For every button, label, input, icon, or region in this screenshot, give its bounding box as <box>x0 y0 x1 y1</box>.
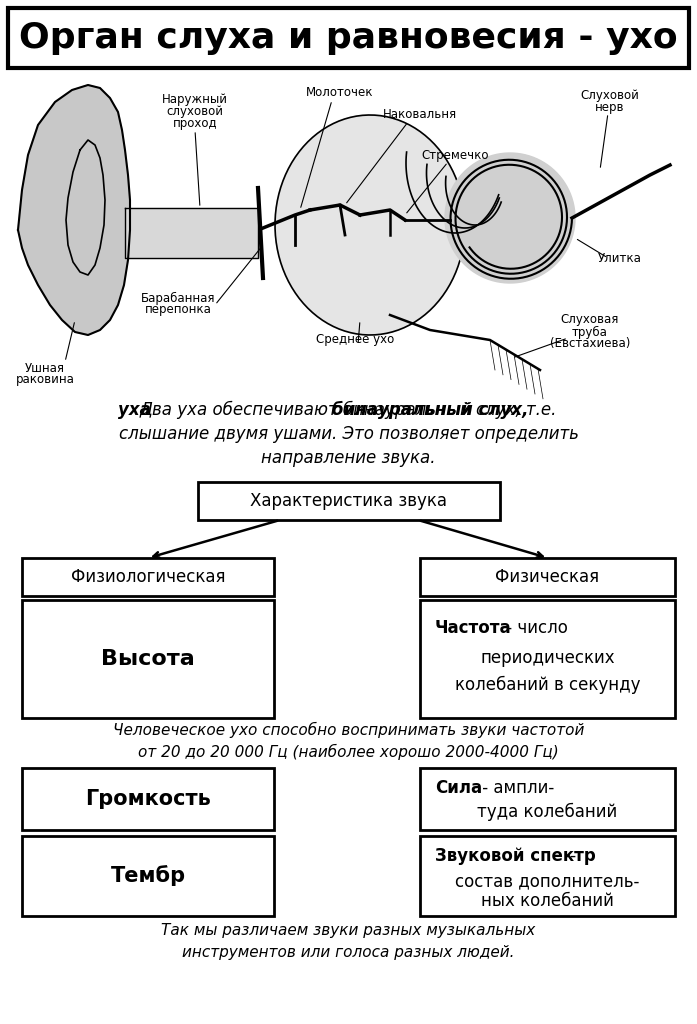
Text: Наружный: Наружный <box>162 93 228 106</box>
Text: состав дополнитель-: состав дополнитель- <box>455 872 640 890</box>
Text: туда колебаний: туда колебаний <box>477 803 618 821</box>
Text: -: - <box>565 847 576 865</box>
Text: Среднее ухо: Среднее ухо <box>316 334 394 346</box>
Polygon shape <box>445 153 575 283</box>
Text: слуховой: слуховой <box>167 105 224 119</box>
Bar <box>22 768 274 830</box>
Text: Тембр: Тембр <box>110 865 185 887</box>
Text: от 20 до 20 000 Гц (наиболее хорошо 2000-4000 Гц): от 20 до 20 000 Гц (наиболее хорошо 2000… <box>138 743 559 760</box>
Text: Орган слуха и равновесия - ухо: Орган слуха и равновесия - ухо <box>20 22 677 55</box>
Bar <box>8 8 689 68</box>
Bar <box>420 600 675 718</box>
Text: Сила: Сила <box>435 779 482 797</box>
Text: Человеческое ухо способно воспринимать звуки частотой: Человеческое ухо способно воспринимать з… <box>113 722 584 738</box>
Polygon shape <box>125 208 258 258</box>
Text: периодических: периодических <box>480 649 615 667</box>
Text: Физическая: Физическая <box>496 568 599 586</box>
Text: слышание двумя ушами. Это позволяет определить: слышание двумя ушами. Это позволяет опре… <box>118 425 579 443</box>
Bar <box>22 600 274 718</box>
Text: раковина: раковина <box>15 374 75 386</box>
Polygon shape <box>275 115 465 335</box>
Text: направление звука.: направление звука. <box>261 449 436 467</box>
Text: Стремечко: Стремечко <box>421 148 489 162</box>
Text: уха: уха <box>118 401 151 419</box>
Text: Характеристика звука: Характеристика звука <box>250 492 447 510</box>
Text: Физиологическая: Физиологическая <box>71 568 225 586</box>
Bar <box>420 768 675 830</box>
Text: колебаний в секунду: колебаний в секунду <box>454 676 641 694</box>
Text: труба: труба <box>572 326 608 339</box>
Bar <box>420 836 675 916</box>
Text: Слуховой: Слуховой <box>581 88 639 101</box>
Text: Высота: Высота <box>101 649 195 669</box>
Text: Так мы различаем звуки разных музыкальных: Так мы различаем звуки разных музыкальны… <box>162 923 535 938</box>
Text: бинауральный слух,: бинауральный слух, <box>332 401 528 419</box>
Text: нерв: нерв <box>595 100 625 114</box>
Text: (Евстахиева): (Евстахиева) <box>550 338 630 350</box>
Text: Барабанная: Барабанная <box>141 292 215 304</box>
Text: Наковальня: Наковальня <box>383 109 457 122</box>
Text: Улитка: Улитка <box>598 252 642 264</box>
Bar <box>22 836 274 916</box>
Text: Частота: Частота <box>435 618 512 637</box>
Bar <box>198 482 500 520</box>
Text: - ампли-: - ампли- <box>477 779 554 797</box>
Text: проход: проход <box>173 118 217 130</box>
Text: Ушная: Ушная <box>25 361 65 375</box>
Text: - число: - число <box>501 618 568 637</box>
Bar <box>22 558 274 596</box>
Text: инструментов или голоса разных людей.: инструментов или голоса разных людей. <box>182 944 515 959</box>
Text: ных колебаний: ных колебаний <box>481 892 614 910</box>
Bar <box>420 558 675 596</box>
Text: перепонка: перепонка <box>144 303 211 316</box>
Text: Слуховая: Слуховая <box>561 313 619 327</box>
Text: Звуковой спектр: Звуковой спектр <box>435 847 596 865</box>
Text: Громкость: Громкость <box>85 790 211 809</box>
Text: Два уха обеспечивают бинауральный слух, т.е.: Два уха обеспечивают бинауральный слух, … <box>140 400 557 419</box>
Polygon shape <box>18 85 130 335</box>
Text: Молоточек: Молоточек <box>306 85 374 98</box>
